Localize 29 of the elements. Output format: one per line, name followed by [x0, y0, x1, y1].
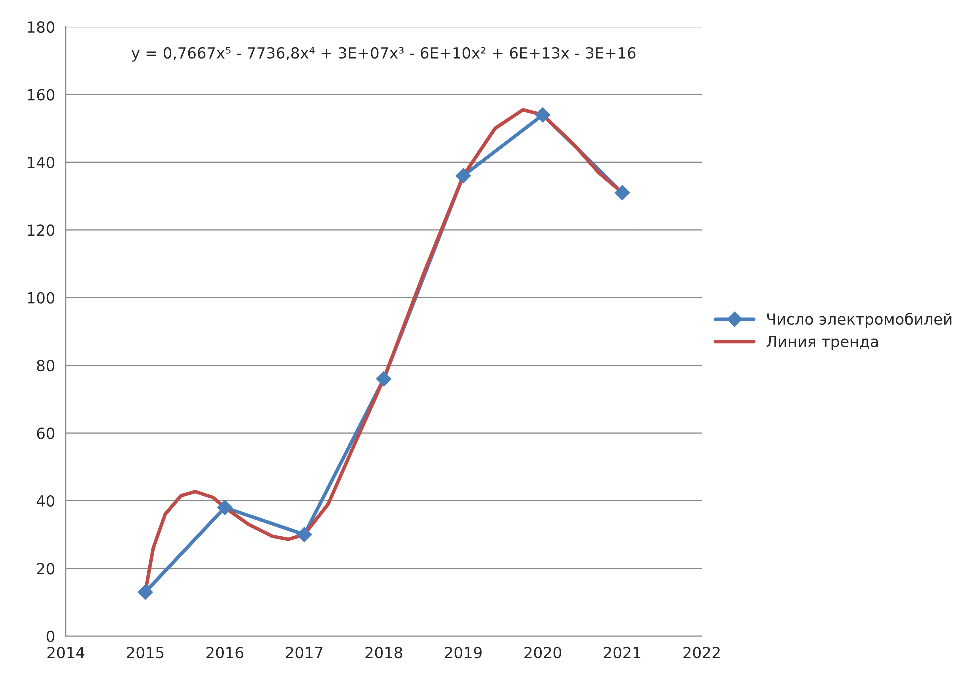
x-tick-label: 2014: [48, 647, 85, 659]
x-tick-label: 2016: [206, 647, 244, 659]
point: [376, 372, 392, 387]
x-tick-label: 2021: [604, 647, 641, 659]
y-tick-label: 160: [28, 89, 55, 101]
y-tick-label: 180: [28, 22, 55, 34]
legend-label: Линия тренда: [766, 336, 878, 350]
point: [614, 185, 630, 201]
x-tick-label: 2018: [366, 647, 402, 659]
x-tick-label: 2017: [286, 647, 323, 659]
y-tick-label: 40: [36, 495, 55, 507]
y-tick-label: 140: [28, 156, 55, 168]
y-tick-label: 120: [28, 224, 55, 236]
y-tick-label: 20: [37, 563, 55, 575]
point: [217, 500, 233, 516]
x-tick-label: 2019: [445, 647, 482, 659]
x-tick-label: 2022: [684, 647, 720, 659]
annotation: y = 0,7667x⁵ - 7736,8x⁴ + 3E+07x³ - 6E+10x² + 6E+13x - 3E+16: [132, 47, 636, 62]
x-tick-label: 2020: [524, 647, 562, 659]
y-tick-label: 60: [37, 428, 55, 440]
y-tick-label: 100: [28, 292, 55, 304]
legend-label: Число электромобилей: [768, 312, 952, 328]
point: [535, 108, 551, 123]
y-tick-label: 0: [46, 630, 55, 642]
y-tick-label: 80: [37, 360, 55, 372]
point: [456, 168, 472, 184]
point: [138, 584, 154, 600]
x-tick-label: 2015: [127, 647, 164, 659]
point: [296, 527, 312, 542]
